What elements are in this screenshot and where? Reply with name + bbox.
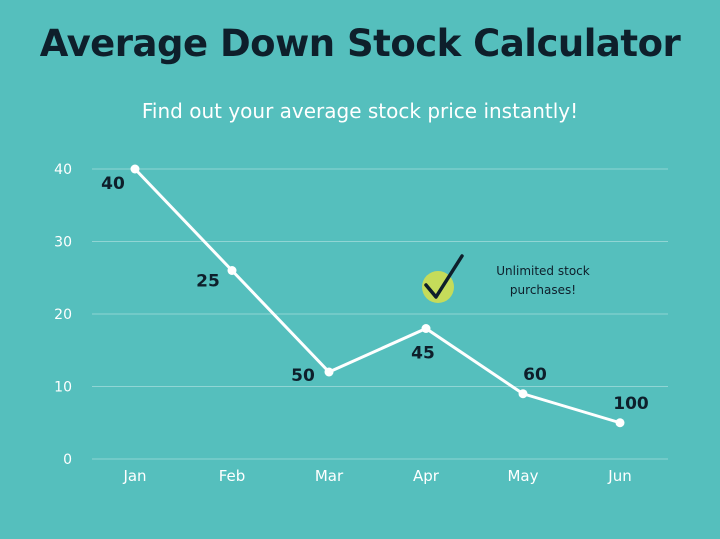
data-point: [324, 367, 334, 377]
data-label: 50: [291, 366, 315, 386]
y-axis-ticks: 0 10 20 30 40: [54, 162, 72, 468]
data-point: [130, 164, 140, 174]
page-subtitle: Find out your average stock price instan…: [141, 99, 579, 123]
data-points: [130, 164, 625, 428]
data-label: 25: [196, 272, 220, 292]
y-tick-label: 30: [54, 235, 72, 251]
y-tick-label: 40: [54, 162, 72, 178]
grid-lines: [92, 168, 668, 460]
data-label: 45: [411, 344, 435, 364]
data-point: [615, 418, 625, 428]
x-tick-label: May: [507, 467, 538, 485]
x-tick-label: Jun: [607, 467, 631, 485]
y-tick-label: 10: [54, 380, 72, 396]
data-point: [421, 324, 431, 333]
page-title: Average Down Stock Calculator: [39, 22, 681, 65]
data-label: 40: [101, 174, 125, 194]
x-axis-ticks: Jan Feb Mar Apr May Jun: [122, 467, 631, 485]
checkmark-stroke: [424, 254, 464, 299]
data-labels: 40 25 50 45 60 100: [101, 174, 649, 414]
x-tick-label: Feb: [219, 467, 246, 485]
y-tick-label: 0: [63, 452, 72, 468]
series-line: [133, 167, 621, 425]
x-tick-label: Apr: [413, 467, 440, 485]
checkmark-icon: [422, 254, 464, 303]
x-tick-label: Jan: [122, 467, 146, 485]
data-label: 60: [523, 365, 547, 385]
data-label: 100: [613, 394, 649, 414]
y-tick-label: 20: [54, 307, 72, 323]
x-tick-label: Mar: [315, 467, 344, 485]
data-point: [227, 266, 237, 275]
data-point: [518, 389, 528, 399]
callout-text: Unlimited stock purchases!: [496, 264, 590, 297]
